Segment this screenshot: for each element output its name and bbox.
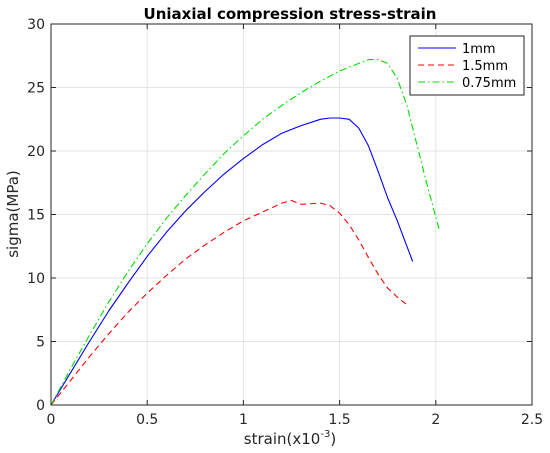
x-axis-label: strain(x10-3) (244, 429, 336, 448)
series-line-1mm (50, 117, 414, 406)
chart-title: Uniaxial compression stress-strain (144, 5, 437, 23)
y-axis-label: sigma(MPa) (4, 170, 22, 258)
y-tick-label: 10 (27, 271, 45, 287)
y-axis: 0 5 10 15 20 25 30 (27, 17, 532, 414)
legend: 1mm 1.5mm 0.75mm (409, 35, 525, 96)
x-axis: 0 0.5 1 1.5 2 2.5 (47, 24, 543, 428)
y-tick-label: 20 (27, 144, 45, 160)
y-tick-label: 30 (27, 17, 45, 33)
x-tick-label: 1.5 (328, 412, 350, 428)
y-tick-label: 0 (36, 398, 45, 414)
series-line-0-75mm (50, 59, 441, 406)
y-tick-label: 15 (27, 208, 45, 224)
series-layer (50, 59, 441, 406)
legend-label: 1mm (462, 42, 496, 57)
y-tick-label: 25 (27, 81, 45, 97)
x-tick-label: 0.5 (136, 412, 158, 428)
x-tick-label: 2.5 (521, 412, 543, 428)
y-tick-label: 5 (36, 335, 45, 351)
x-tick-label: 2 (431, 412, 440, 428)
x-tick-label: 0 (47, 412, 56, 428)
legend-label: 0.75mm (462, 76, 516, 91)
legend-label: 1.5mm (462, 59, 508, 74)
x-tick-label: 1 (239, 412, 248, 428)
series-line-1-5mm (50, 199, 408, 406)
